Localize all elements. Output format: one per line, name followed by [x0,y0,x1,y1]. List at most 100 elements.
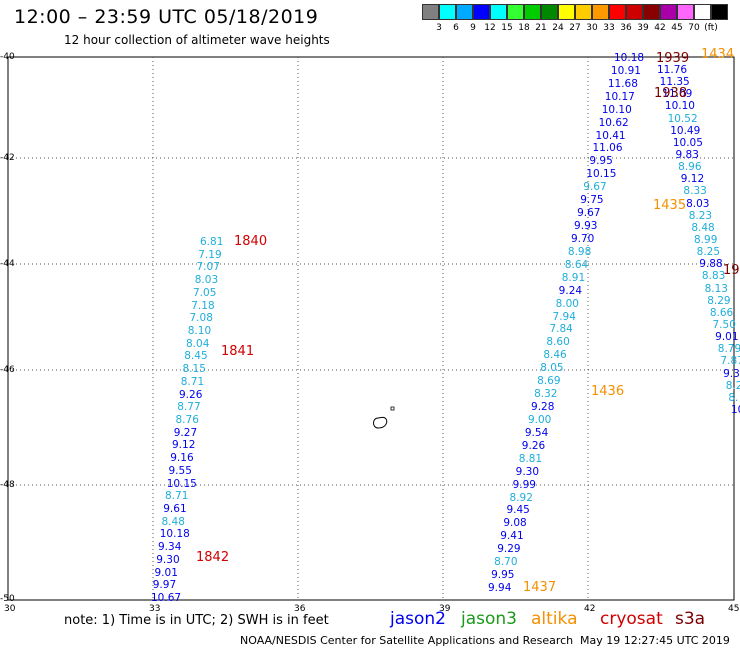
swh-value: 7.87 [720,355,740,368]
swh-value: 10.05 [672,136,703,149]
swh-value: 9.01 [154,566,178,579]
swh-value: 8.77 [177,401,201,414]
swh-value: 9.12 [680,173,705,186]
lat-label: -46 [0,365,15,375]
time-label: 1436 [591,384,625,399]
colorbar-label: 30 [586,23,598,33]
swh-value: 9.00 [527,413,552,426]
swh-value: 8.15 [182,363,206,376]
time-label: 1841 [221,344,255,359]
colorbar-swatch [711,4,728,20]
swh-value: 8.10 [187,325,212,337]
time-label: 1938 [654,86,688,101]
swh-value: 7.05 [193,286,217,299]
swh-value: 8.83 [701,270,726,283]
colorbar-swatch [694,4,711,20]
swh-value: 9.88 [699,258,723,271]
swh-value: 8.23 [688,209,713,222]
swh-value: 8.33 [683,185,707,198]
swh-value: 8.71 [165,490,189,503]
swh-value: 8.48 [691,221,715,234]
swh-value: 11.35 [659,76,690,89]
swh-value: 9.27 [173,426,198,439]
swh-value: 10.15 [586,168,617,181]
swh-value: 10.17 [604,90,635,103]
colorbar-swatch [643,4,660,20]
footer-note: note: 1) Time is in UTC; 2) SWH is in fe… [64,613,329,628]
swh-value: 8.76 [175,414,199,426]
colorbar-swatch [456,4,473,20]
swh-value: 9.97 [152,579,177,592]
swh-value: 9.26 [179,388,203,401]
colorbar-label: 24 [552,23,564,33]
swh-value: 9.26 [521,439,546,452]
swh-value: 8.13 [704,282,728,295]
swh-value: 8.71 [180,375,205,388]
colorbar-swatch [592,4,609,20]
colorbar-swatch [473,4,490,20]
colorbar-swatch [439,4,456,20]
legend-cryosat: cryosat [600,609,663,629]
swh-value: 10.52 [667,112,698,125]
lat-label: -44 [0,259,15,269]
colorbar-swatch [524,4,541,20]
lon-label: 42 [584,604,596,614]
swh-value: 8.04 [186,337,210,350]
lon-label: 45 [728,604,740,614]
swh-value: 9.12 [172,439,196,452]
swh-value: 7.50 [712,319,736,331]
swh-value: 9.99 [512,478,536,491]
swh-value: 9.08 [503,517,527,530]
lon-label: 30 [4,604,16,614]
lat-label: -50 [0,594,15,604]
colorbar-label: 18 [518,23,530,33]
swh-value: 7.07 [196,261,220,274]
swh-value: 9.28 [531,401,555,414]
islet-outline [390,406,395,411]
swh-value: 7.08 [189,312,213,325]
swh-value: 10.41 [595,129,626,142]
swh-value: 7.18 [191,299,215,312]
colorbar-label: 21 [535,23,547,33]
swh-value: 9.3 [723,367,740,380]
lon-label: 39 [439,604,451,614]
swh-value: 8.2 [725,379,740,392]
colorbar-label: 15 [501,23,513,33]
colorbar-label: 33 [603,23,615,33]
swh-value: 9.95 [589,155,613,168]
swh-value: 11.68 [607,77,638,90]
map-border [7,56,735,601]
swh-value: 9.93 [574,220,598,233]
swh-value: 9.54 [524,426,549,439]
swh-value: 8.25 [696,246,721,259]
colorbar-label: 45 [671,23,683,33]
swh-value: 11.76 [657,64,688,76]
swh-value: 8.29 [707,294,731,307]
swh-value: 8.69 [537,375,561,388]
colorbar-swatch [541,4,558,20]
swh-value: 10.15 [166,477,197,490]
colorbar-label: 39 [637,23,649,33]
swh-value: 8.81 [518,452,543,465]
swh-value: 9.95 [491,569,515,582]
colorbar-label: 6 [453,23,459,33]
swh-value: 9.67 [577,207,601,220]
swh-value: 9.83 [675,149,699,161]
generated-timestamp: May 19 12:27:45 UTC 2019 [580,634,730,647]
swh-value: 8.70 [494,556,518,569]
lon-label: 36 [294,604,306,614]
colorbar-label: 36 [620,23,632,33]
time-label: 1437 [523,580,557,595]
swh-value: 8.92 [509,491,533,504]
credit-line: NOAA/NESDIS Center for Satellite Applica… [240,634,574,647]
swh-value: 8.96 [678,161,702,174]
legend-jason3: jason3 [461,609,517,629]
lon-label: 33 [149,604,161,614]
island-outline [373,416,388,429]
swh-value: 9.55 [168,464,192,477]
swh-value: 8.48 [161,515,185,528]
colorbar-swatch [558,4,575,20]
swh-value: 10.67 [151,592,182,604]
swh-value: 9.01 [715,331,739,344]
swh-value: 8.66 [709,306,734,319]
